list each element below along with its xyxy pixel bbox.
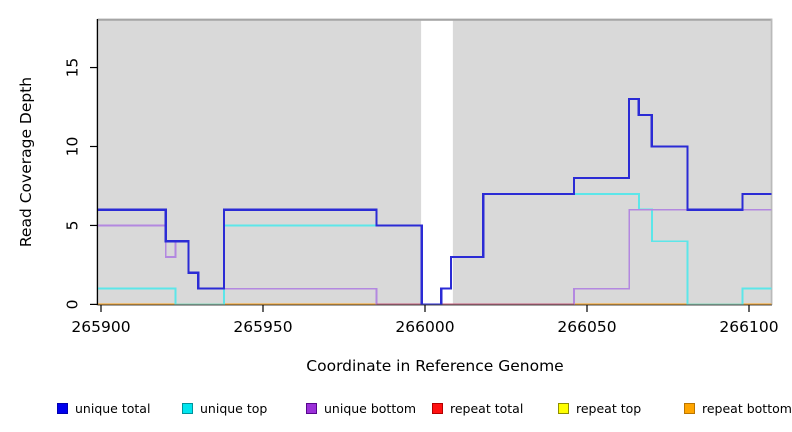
- x-tick-label: 265900: [71, 318, 130, 336]
- legend-item-unique-bottom: unique bottom: [306, 399, 416, 417]
- unique-total-swatch-icon: [57, 402, 68, 414]
- repeat-top-swatch-icon: [558, 402, 569, 414]
- unique-top-swatch-icon: [182, 402, 193, 414]
- y-tick-label: 5: [64, 221, 82, 231]
- coverage-plot: 265900 265950 266000 266050 266100 0 5 10 15 Co…: [17, 18, 779, 375]
- x-tick-label: 265950: [233, 318, 292, 336]
- series-lines: [97, 98, 772, 306]
- legend-label: repeat total: [450, 400, 524, 416]
- legend-item-repeat-bottom: repeat bottom: [684, 399, 792, 417]
- legend-item-repeat-total: repeat total: [432, 399, 523, 417]
- legend-label: unique bottom: [324, 400, 417, 416]
- legend-label: unique top: [200, 400, 268, 416]
- legend-label: unique total: [75, 400, 151, 416]
- y-axis-ticks: 0 5 10 15: [64, 58, 98, 309]
- gap-region: [421, 20, 453, 305]
- legend-item-unique-top: unique top: [182, 399, 267, 417]
- x-tick-label: 266100: [719, 318, 778, 336]
- x-axis-ticks: 265900 265950 266000 266050 266100: [71, 305, 779, 336]
- x-tick-label: 266000: [395, 318, 454, 336]
- x-tick-label: 266050: [557, 318, 616, 336]
- y-tick-label: 10: [64, 137, 82, 157]
- unique-bottom-swatch-icon: [306, 402, 317, 414]
- legend-label: repeat top: [576, 400, 642, 416]
- y-tick-label: 0: [64, 299, 82, 309]
- legend-item-repeat-top: repeat top: [558, 399, 641, 417]
- gap-band: [421, 20, 453, 305]
- repeat-bottom-swatch-icon: [684, 402, 695, 414]
- y-axis-title: Read Coverage Depth: [17, 77, 35, 247]
- series-unique-total: [97, 98, 772, 306]
- axes: 265900 265950 266000 266050 266100 0 5 10 15: [64, 19, 779, 336]
- legend: unique total unique top unique bottom re…: [0, 399, 792, 419]
- legend-label: repeat bottom: [702, 400, 792, 416]
- repeat-total-swatch-icon: [432, 402, 443, 414]
- y-tick-label: 15: [64, 58, 82, 78]
- x-axis-title: Coordinate in Reference Genome: [306, 357, 563, 375]
- legend-item-unique-total: unique total: [57, 399, 150, 417]
